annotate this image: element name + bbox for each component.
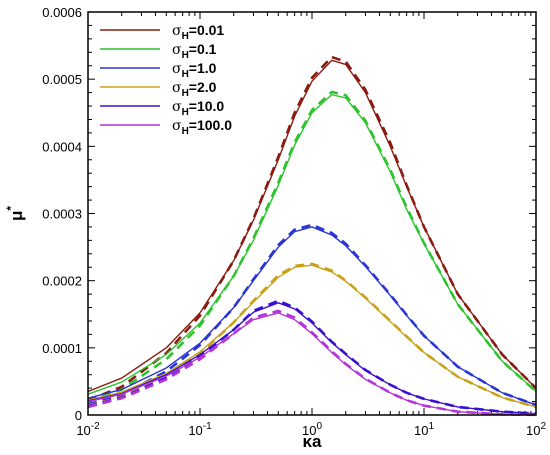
x-axis-label: κa (303, 432, 322, 451)
series-dashed-line-3 (87, 262, 537, 409)
series-dashed-line-1 (87, 90, 537, 403)
tick-labels: 0 0.0001 0.0002 0.0003 0.0004 0.0005 0.0006 10-… (42, 5, 546, 438)
series-dashed-line-2 (87, 223, 537, 407)
plot-frame (87, 11, 537, 416)
legend-entry: σH=10.0 (172, 98, 224, 118)
y-tick-label: 0.0004 (42, 139, 82, 154)
y-tick-label: 0.0005 (42, 72, 82, 87)
legend-entry: σH=1.0 (172, 60, 217, 80)
y-tick-label: 0.0001 (42, 341, 82, 356)
series-line-1 (87, 93, 537, 395)
y-axis-label: μ* (4, 206, 26, 221)
y-tick-label: 0.0006 (42, 5, 82, 20)
y-tick-label: 0 (75, 408, 82, 423)
x-tick-label: 102 (526, 421, 546, 438)
y-tick-label: 0.0002 (42, 274, 82, 289)
y-tick-label: 0.0003 (42, 207, 82, 222)
x-tick-label: 10-1 (188, 421, 212, 438)
x-tick-label: 10-2 (76, 421, 100, 438)
legend-entry: σH=0.01 (172, 22, 224, 42)
series-dashed-line-5 (87, 309, 537, 417)
series-line-3 (87, 264, 537, 408)
x-tick-label: 100 (302, 421, 322, 438)
series-dashed-line-4 (87, 299, 537, 415)
legend-entry: σH=2.0 (172, 79, 217, 99)
series-layer (87, 55, 537, 417)
legend-entry: σH=100.0 (172, 117, 232, 137)
series-line-5 (87, 312, 537, 416)
series-line-2 (87, 226, 537, 406)
legend-entry: σH=0.1 (172, 41, 217, 61)
series-dashed-line-0 (87, 55, 537, 402)
x-tick-label: 101 (414, 421, 434, 438)
